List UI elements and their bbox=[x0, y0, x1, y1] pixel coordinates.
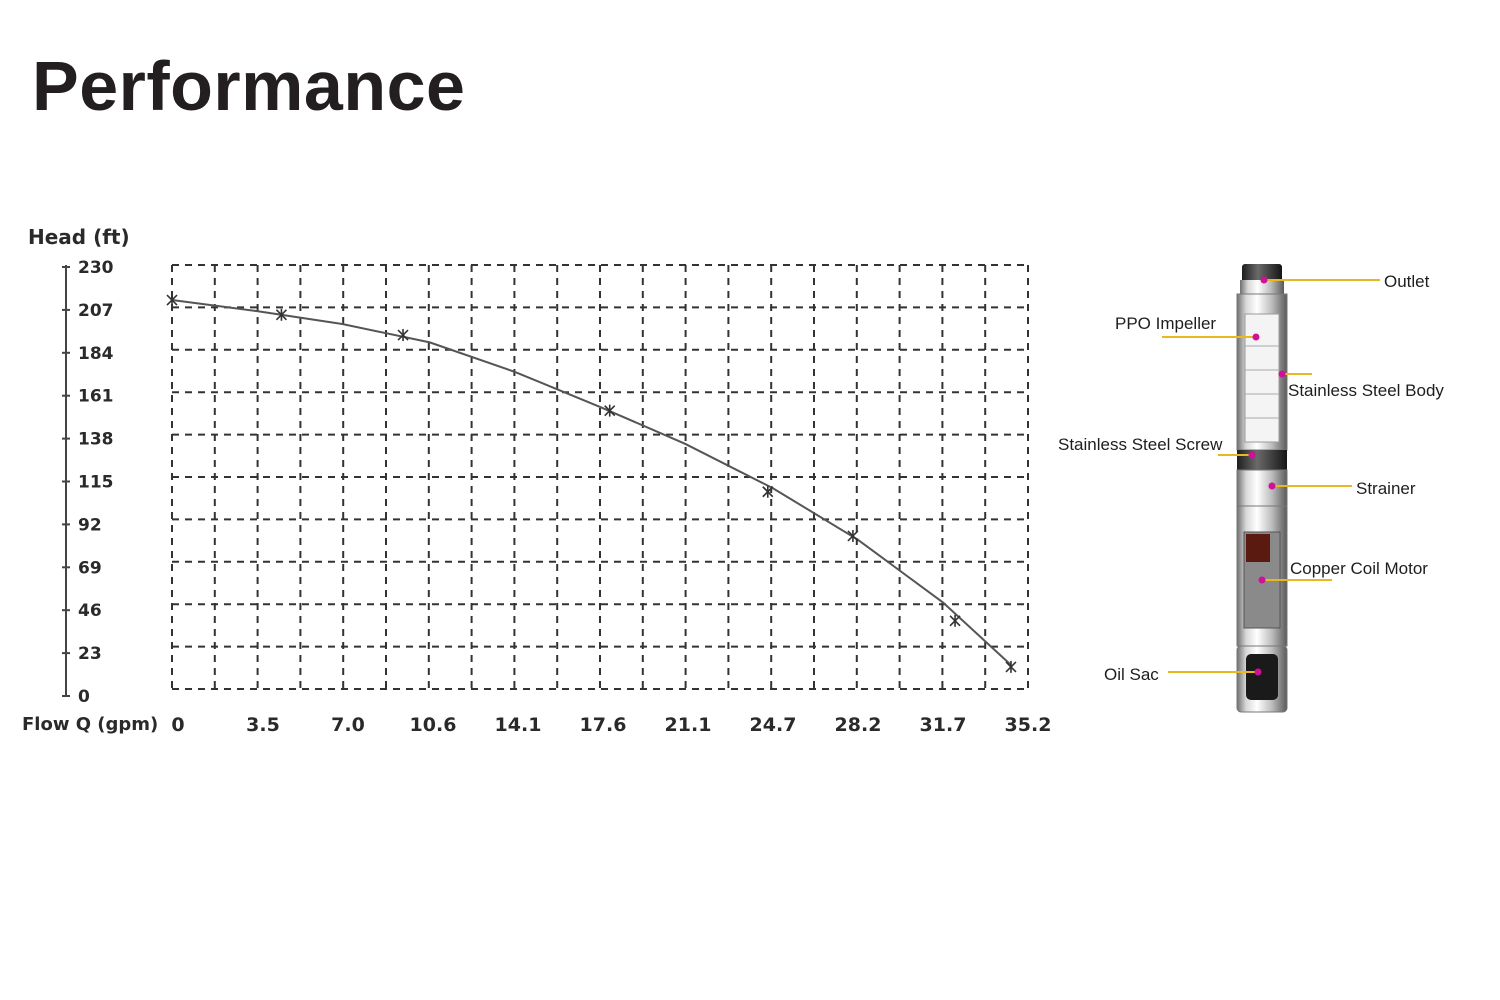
marker-group bbox=[166, 294, 1017, 673]
grid-group bbox=[171, 264, 1029, 690]
y-tick-label: 92 bbox=[78, 515, 102, 535]
x-tick-label: 7.0 bbox=[331, 714, 365, 736]
ppo-impeller-label: PPO Impeller bbox=[1115, 314, 1216, 333]
performance-chart: Head (ft) Flow Q (gpm) 23020718416113811… bbox=[22, 225, 1051, 736]
pump-body bbox=[1236, 264, 1288, 713]
strainer-label: Strainer bbox=[1356, 479, 1416, 498]
data-point-marker bbox=[1005, 660, 1017, 673]
x-tick-group: 0 3.5 7.0 10.6 14.1 17.6 21.1 24.7 28.2 31.7 35.2 bbox=[171, 714, 1051, 736]
x-tick-label: 14.1 bbox=[495, 714, 542, 736]
x-tick-label: 0 bbox=[171, 714, 184, 736]
x-axis-title: Flow Q (gpm) bbox=[22, 714, 158, 735]
data-point-marker bbox=[847, 529, 859, 542]
stainless-steel-body-label: Stainless Steel Body bbox=[1288, 381, 1444, 400]
data-point-marker bbox=[397, 329, 409, 342]
oil-sac-label: Oil Sac bbox=[1104, 665, 1159, 684]
x-tick-label: 3.5 bbox=[246, 714, 280, 736]
pump-diagram: Outlet PPO Impeller Stainless Steel Body… bbox=[1058, 264, 1444, 713]
x-tick-label: 35.2 bbox=[1005, 714, 1052, 736]
copper-coil-motor-label: Copper Coil Motor bbox=[1290, 559, 1428, 578]
data-point-marker bbox=[604, 404, 616, 417]
y-tick-label: 184 bbox=[78, 344, 114, 364]
outlet-label: Outlet bbox=[1384, 272, 1430, 291]
x-tick-label: 10.6 bbox=[410, 714, 457, 736]
y-tick-label: 23 bbox=[78, 644, 102, 664]
y-tick-label: 230 bbox=[78, 258, 114, 278]
page-title: Performance bbox=[32, 47, 466, 125]
data-point-marker bbox=[275, 308, 287, 321]
y-tick-label: 161 bbox=[78, 387, 114, 407]
data-point-marker bbox=[949, 614, 961, 627]
y-axis-title: Head (ft) bbox=[28, 225, 130, 249]
series-curve bbox=[171, 299, 1012, 666]
y-tick-label: 115 bbox=[78, 473, 114, 493]
y-tick-label: 0 bbox=[78, 687, 90, 707]
y-tick-label: 138 bbox=[78, 430, 114, 450]
x-tick-label: 24.7 bbox=[750, 714, 797, 736]
x-tick-label: 28.2 bbox=[835, 714, 882, 736]
y-tick-label: 207 bbox=[78, 301, 114, 321]
data-point-marker bbox=[762, 485, 774, 498]
callout-group: Outlet PPO Impeller Stainless Steel Body… bbox=[1058, 272, 1444, 684]
x-tick-label: 17.6 bbox=[580, 714, 627, 736]
y-tick-label: 46 bbox=[78, 601, 102, 621]
y-tick-label: 69 bbox=[78, 558, 102, 578]
x-tick-label: 21.1 bbox=[665, 714, 712, 736]
x-tick-label: 31.7 bbox=[920, 714, 967, 736]
stainless-steel-screw-label: Stainless Steel Screw bbox=[1058, 435, 1223, 454]
data-point-marker bbox=[166, 294, 178, 307]
